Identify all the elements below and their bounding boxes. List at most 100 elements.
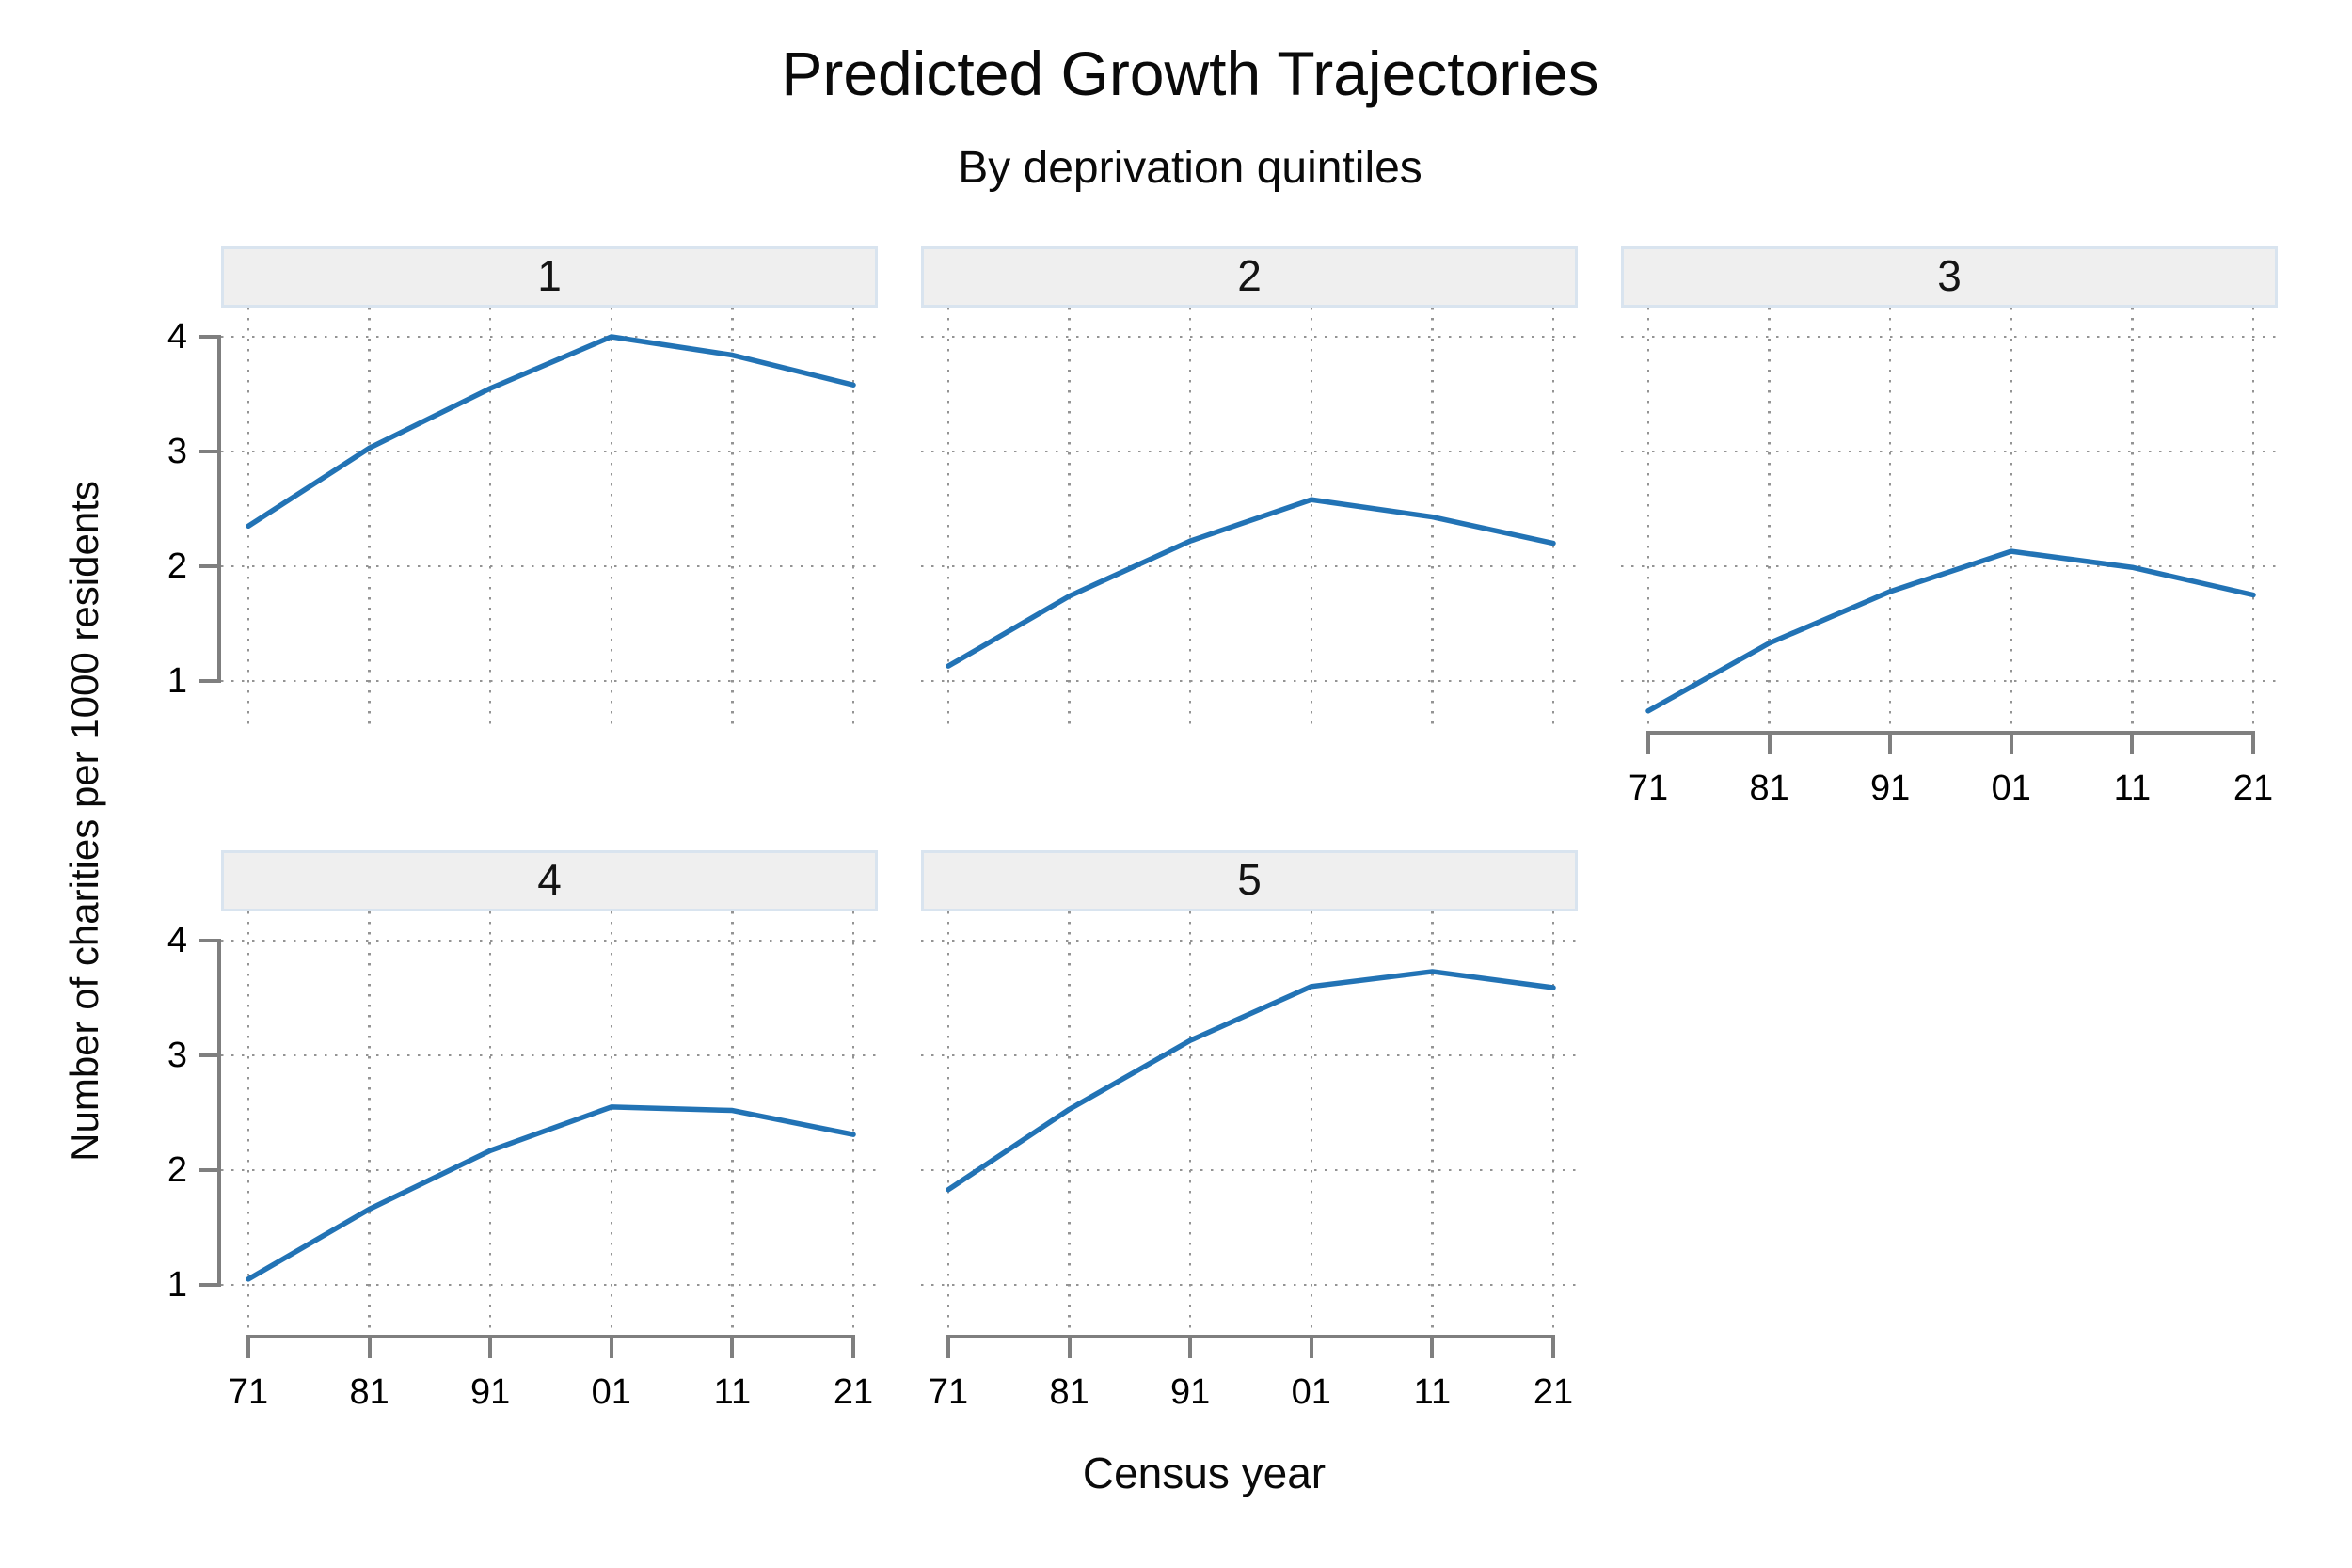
x-tick-label: 91 (1870, 768, 1911, 808)
y-tick-label: 3 (167, 1036, 187, 1075)
plot-area (1621, 308, 2278, 731)
x-axis-tick (1188, 1338, 1193, 1358)
gridlines (221, 308, 878, 731)
horizontal-gridline (921, 450, 1578, 453)
horizontal-gridline (221, 939, 878, 942)
x-axis-tick (2130, 735, 2135, 754)
vertical-gridline (1068, 911, 1071, 1335)
vertical-gridline (731, 308, 734, 731)
x-axis-title: Census year (1082, 1449, 1327, 1497)
x-tick-label: 81 (1749, 768, 1789, 808)
horizontal-gridline (1621, 564, 2278, 568)
plot-area (221, 911, 878, 1335)
x-tick-label: 21 (2233, 768, 2274, 808)
x-axis-tick (946, 1338, 950, 1358)
trend-line-chart (1645, 548, 2256, 714)
vertical-gridline (1188, 308, 1192, 731)
facet-strip: 4 (221, 850, 878, 911)
x-axis-line (246, 1335, 855, 1338)
gridlines (921, 911, 1578, 1335)
predicted-trajectory-line (1645, 548, 2256, 714)
horizontal-gridline (221, 1053, 878, 1057)
facet-panel-4: 4 1 2 3 4 71 81 91 01 11 21 (167, 850, 878, 1412)
x-axis-tick (1067, 1338, 1072, 1358)
x-tick-label: 01 (591, 1372, 631, 1412)
x-axis-tick (609, 1338, 613, 1358)
predicted-trajectory-line (946, 969, 1556, 1193)
x-tick-label: 21 (833, 1372, 874, 1412)
horizontal-gridline (921, 335, 1578, 339)
x-tick-label: 11 (1413, 1372, 1452, 1412)
trend-line-chart (946, 497, 1556, 669)
x-axis-tick (2251, 735, 2255, 754)
x-tick-label: 81 (1049, 1372, 1089, 1412)
plot-area (221, 308, 878, 731)
vertical-gridline (246, 911, 250, 1335)
vertical-gridline (1310, 308, 1313, 731)
y-axis-tick (199, 679, 217, 683)
x-tick-label: 71 (228, 1372, 269, 1412)
x-axis-line (1646, 731, 2255, 735)
y-tick-label: 2 (167, 546, 187, 586)
y-axis-tick (199, 1283, 217, 1287)
x-axis-tick (1646, 735, 1650, 754)
x-axis-tick (1309, 1338, 1313, 1358)
facet-panel-5: 5 71 81 91 01 11 21 (921, 850, 1578, 1412)
vertical-gridline (246, 308, 250, 731)
vertical-gridline (1768, 308, 1771, 731)
facet-strip: 5 (921, 850, 1578, 911)
horizontal-gridline (921, 1283, 1578, 1287)
predicted-trajectory-line (246, 1104, 856, 1282)
horizontal-gridline (921, 564, 1578, 568)
predicted-trajectory-line (946, 497, 1556, 669)
vertical-gridline (1068, 308, 1071, 731)
y-axis-tick (199, 1053, 217, 1057)
x-axis-tick (730, 1338, 735, 1358)
y-tick-label: 4 (167, 921, 187, 960)
vertical-gridline (610, 911, 613, 1335)
y-axis-tick (199, 564, 217, 568)
x-axis-tick (1767, 735, 1772, 754)
x-tick-label: 01 (1291, 1372, 1331, 1412)
trend-line-chart (946, 969, 1556, 1193)
vertical-gridline (610, 308, 613, 731)
facet-strip-label: 1 (537, 251, 562, 300)
horizontal-gridline (1621, 679, 2278, 683)
chart-title: Predicted Growth Trajectories (781, 39, 1599, 108)
facet-strip-label: 2 (1237, 251, 1262, 300)
facet-panel-1: 1 1 2 3 4 (167, 246, 878, 731)
vertical-gridline (2010, 308, 2013, 731)
x-tick-label: 71 (928, 1372, 969, 1412)
x-axis-line (946, 1335, 1555, 1338)
horizontal-gridline (1621, 450, 2278, 453)
y-axis-tick (199, 335, 217, 339)
x-tick-label: 91 (470, 1372, 511, 1412)
y-axis-tick (199, 450, 217, 453)
predicted-trajectory-line (246, 334, 856, 530)
facet-panel-2: 2 (921, 246, 1578, 731)
horizontal-gridline (1621, 335, 2278, 339)
x-axis-tick (246, 1338, 250, 1358)
horizontal-gridline (921, 1053, 1578, 1057)
trend-line-chart (246, 1104, 856, 1282)
x-tick-label: 71 (1628, 768, 1669, 808)
x-tick-label: 21 (1533, 1372, 1574, 1412)
x-tick-label: 91 (1170, 1372, 1211, 1412)
facet-strip: 2 (921, 246, 1578, 308)
y-axis-line (217, 939, 221, 1287)
gridlines (221, 911, 878, 1335)
x-axis-tick (1551, 1338, 1555, 1358)
x-axis-tick (2009, 735, 2013, 754)
facet-panel-3: 3 71 81 91 01 11 21 (1621, 246, 2278, 808)
x-axis-tick (851, 1338, 855, 1358)
horizontal-gridline (921, 679, 1578, 683)
x-axis-tick (1888, 735, 1893, 754)
horizontal-gridline (221, 564, 878, 568)
x-tick-label: 01 (1991, 768, 2031, 808)
vertical-gridline (2251, 308, 2255, 731)
y-axis-title: Number of charities per 1000 residents (62, 481, 106, 1162)
horizontal-gridline (221, 335, 878, 339)
vertical-gridline (368, 308, 371, 731)
vertical-gridline (1551, 911, 1555, 1335)
